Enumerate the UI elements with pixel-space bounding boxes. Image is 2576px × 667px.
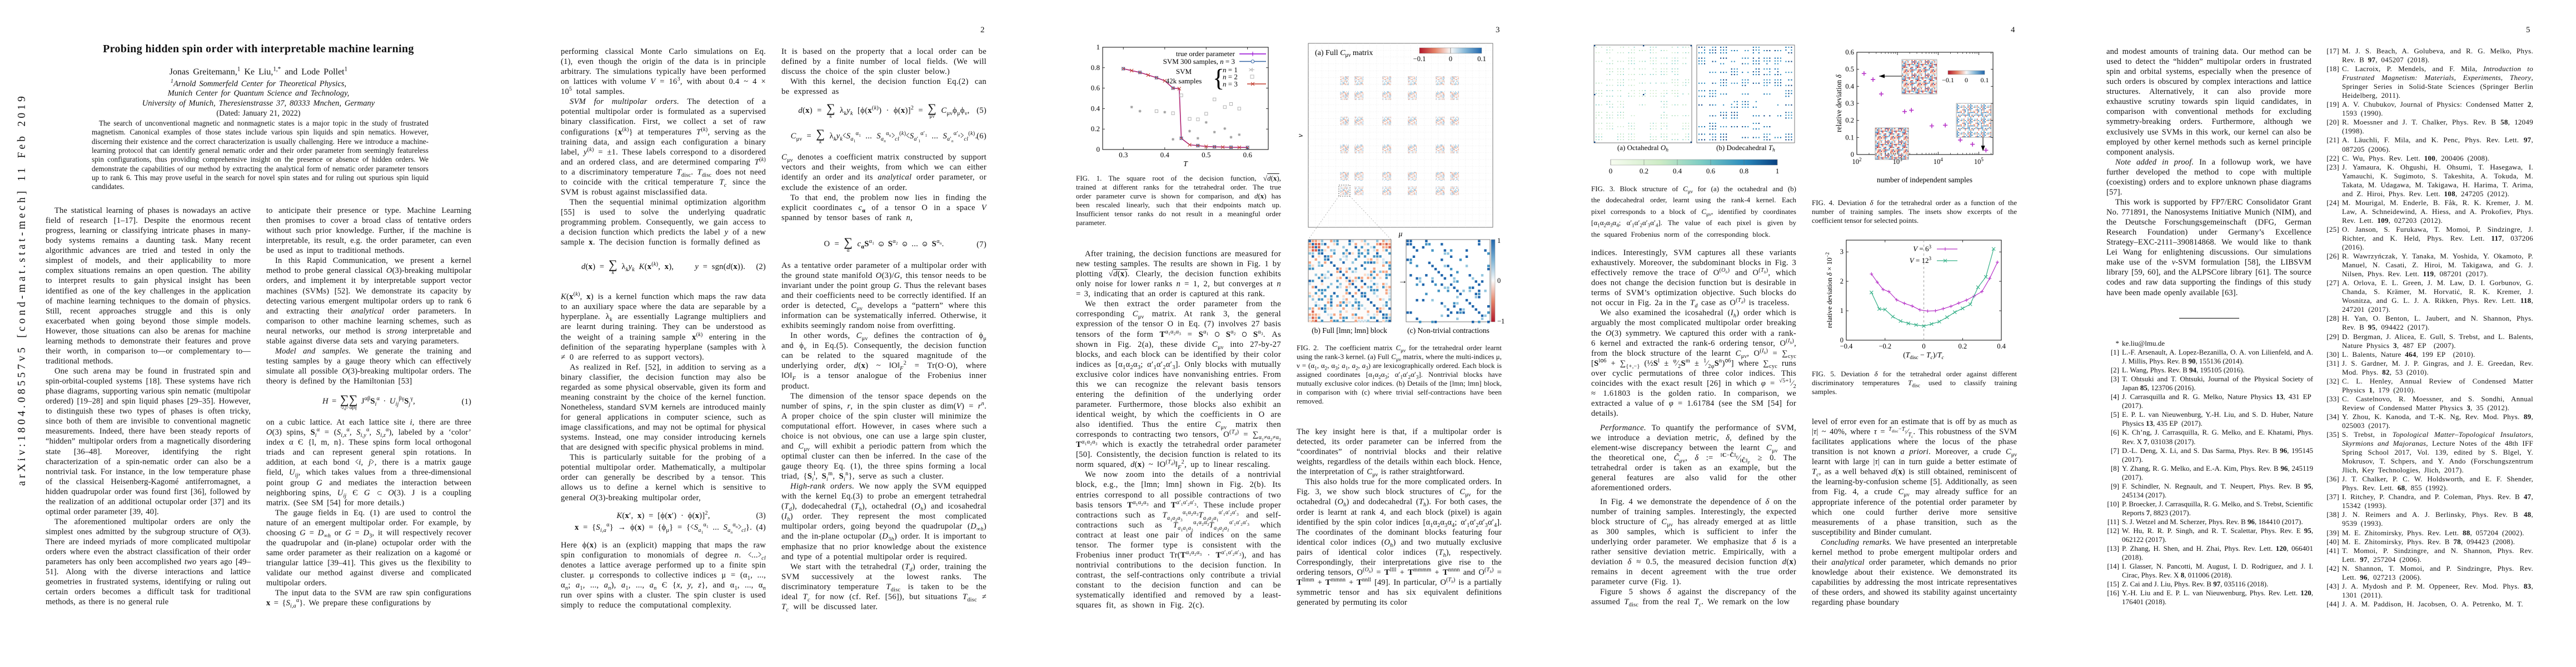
- svg-text:true order parameter: true order parameter: [1176, 49, 1235, 58]
- svg-text:0: 0: [1097, 145, 1100, 153]
- svg-text:−0.1: −0.1: [1413, 55, 1426, 63]
- svg-text:1: 1: [1776, 167, 1780, 175]
- svg-text:0: 0: [1922, 342, 1925, 350]
- svg-text:102: 102: [1852, 157, 1862, 166]
- svg-text:0.3: 0.3: [1119, 151, 1128, 159]
- svg-text:−0.4: −0.4: [1840, 342, 1853, 350]
- svg-text:0: 0: [1840, 336, 1843, 344]
- svg-text:1: 1: [1097, 43, 1100, 51]
- svg-text:μ: μ: [1398, 230, 1403, 238]
- svg-text:(Tdisc − Tc)/Tc: (Tdisc − Tc)/Tc: [1903, 351, 1944, 361]
- svg-text:SVM 300 samples, n = 3: SVM 300 samples, n = 3: [1163, 57, 1235, 66]
- svg-text:3: 3: [1840, 248, 1843, 256]
- svg-text:n = 2: n = 2: [1223, 73, 1238, 81]
- svg-text:0.2: 0.2: [1640, 167, 1648, 175]
- svg-text:−0.2: −0.2: [1879, 342, 1891, 350]
- svg-text:42k samples: 42k samples: [1166, 77, 1202, 85]
- svg-text:1: 1: [1840, 307, 1843, 315]
- svg-text:2: 2: [1840, 277, 1843, 285]
- svg-text:0.8: 0.8: [1091, 63, 1100, 72]
- svg-text:0.1: 0.1: [1845, 133, 1854, 141]
- svg-text:0.8: 0.8: [1740, 167, 1748, 175]
- svg-text:SVM: SVM: [1176, 67, 1192, 76]
- svg-text:relative deviation δ: relative deviation δ: [1835, 74, 1843, 132]
- svg-text:number of independent samples: number of independent samples: [1877, 176, 1972, 184]
- svg-text:(b) Full [lmn; lmn] block: (b) Full [lmn; lmn] block: [1312, 326, 1387, 335]
- svg-text:0.6: 0.6: [1845, 48, 1854, 56]
- svg-text:103: 103: [1893, 157, 1903, 166]
- svg-text:0.1: 0.1: [1981, 76, 1989, 84]
- svg-text:0.4: 0.4: [1673, 167, 1682, 175]
- svg-text:−1: −1: [1497, 317, 1504, 325]
- svg-text:T: T: [1183, 160, 1188, 168]
- svg-text:0: 0: [1449, 55, 1452, 63]
- svg-text:n = 3: n = 3: [1223, 79, 1238, 88]
- svg-text:0.3: 0.3: [1845, 99, 1854, 107]
- svg-text:n = 1: n = 1: [1223, 66, 1238, 74]
- svg-text:(b) Dodecahedral Th: (b) Dodecahedral Th: [1716, 143, 1775, 153]
- svg-text:0.4: 0.4: [1160, 151, 1170, 159]
- svg-text:ν: ν: [1296, 134, 1304, 137]
- svg-text:0.1: 0.1: [1477, 55, 1486, 63]
- svg-text:0.5: 0.5: [1202, 151, 1210, 159]
- svg-text:0.6: 0.6: [1091, 84, 1100, 92]
- svg-text:(a) Full Cμν matrix: (a) Full Cμν matrix: [1315, 49, 1373, 58]
- svg-text:V = 123: V = 123: [1910, 256, 1932, 265]
- svg-text:0: 0: [1851, 151, 1854, 158]
- svg-text:0.2: 0.2: [1958, 342, 1967, 350]
- svg-text:0: 0: [1609, 167, 1613, 175]
- svg-text:105: 105: [1974, 157, 1984, 166]
- svg-text:relative deviation δ × 10−2: relative deviation δ × 10−2: [1825, 252, 1833, 328]
- svg-text:0.4: 0.4: [1997, 342, 2006, 350]
- svg-text:0: 0: [1965, 76, 1968, 84]
- svg-text:104: 104: [1934, 157, 1944, 166]
- svg-text:1: 1: [1497, 237, 1501, 245]
- svg-text:0.6: 0.6: [1243, 151, 1253, 159]
- svg-text:0.4: 0.4: [1845, 82, 1854, 90]
- svg-text:V = 63: V = 63: [1913, 244, 1931, 253]
- svg-text:(a) Octahedral Oh: (a) Octahedral Oh: [1617, 143, 1668, 153]
- svg-text:0.4: 0.4: [1091, 104, 1100, 112]
- svg-text:{: {: [1213, 64, 1224, 92]
- svg-text:0.6: 0.6: [1706, 167, 1716, 175]
- svg-text:(c) Non-trivial contractions: (c) Non-trivial contractions: [1407, 326, 1489, 335]
- svg-text:0: 0: [1497, 277, 1501, 285]
- svg-text:0.2: 0.2: [1845, 117, 1854, 125]
- svg-text:0.2: 0.2: [1091, 125, 1100, 133]
- svg-text:−0.1: −0.1: [1942, 76, 1954, 84]
- svg-text:0.5: 0.5: [1845, 66, 1854, 73]
- svg-text:→: →: [1398, 276, 1407, 286]
